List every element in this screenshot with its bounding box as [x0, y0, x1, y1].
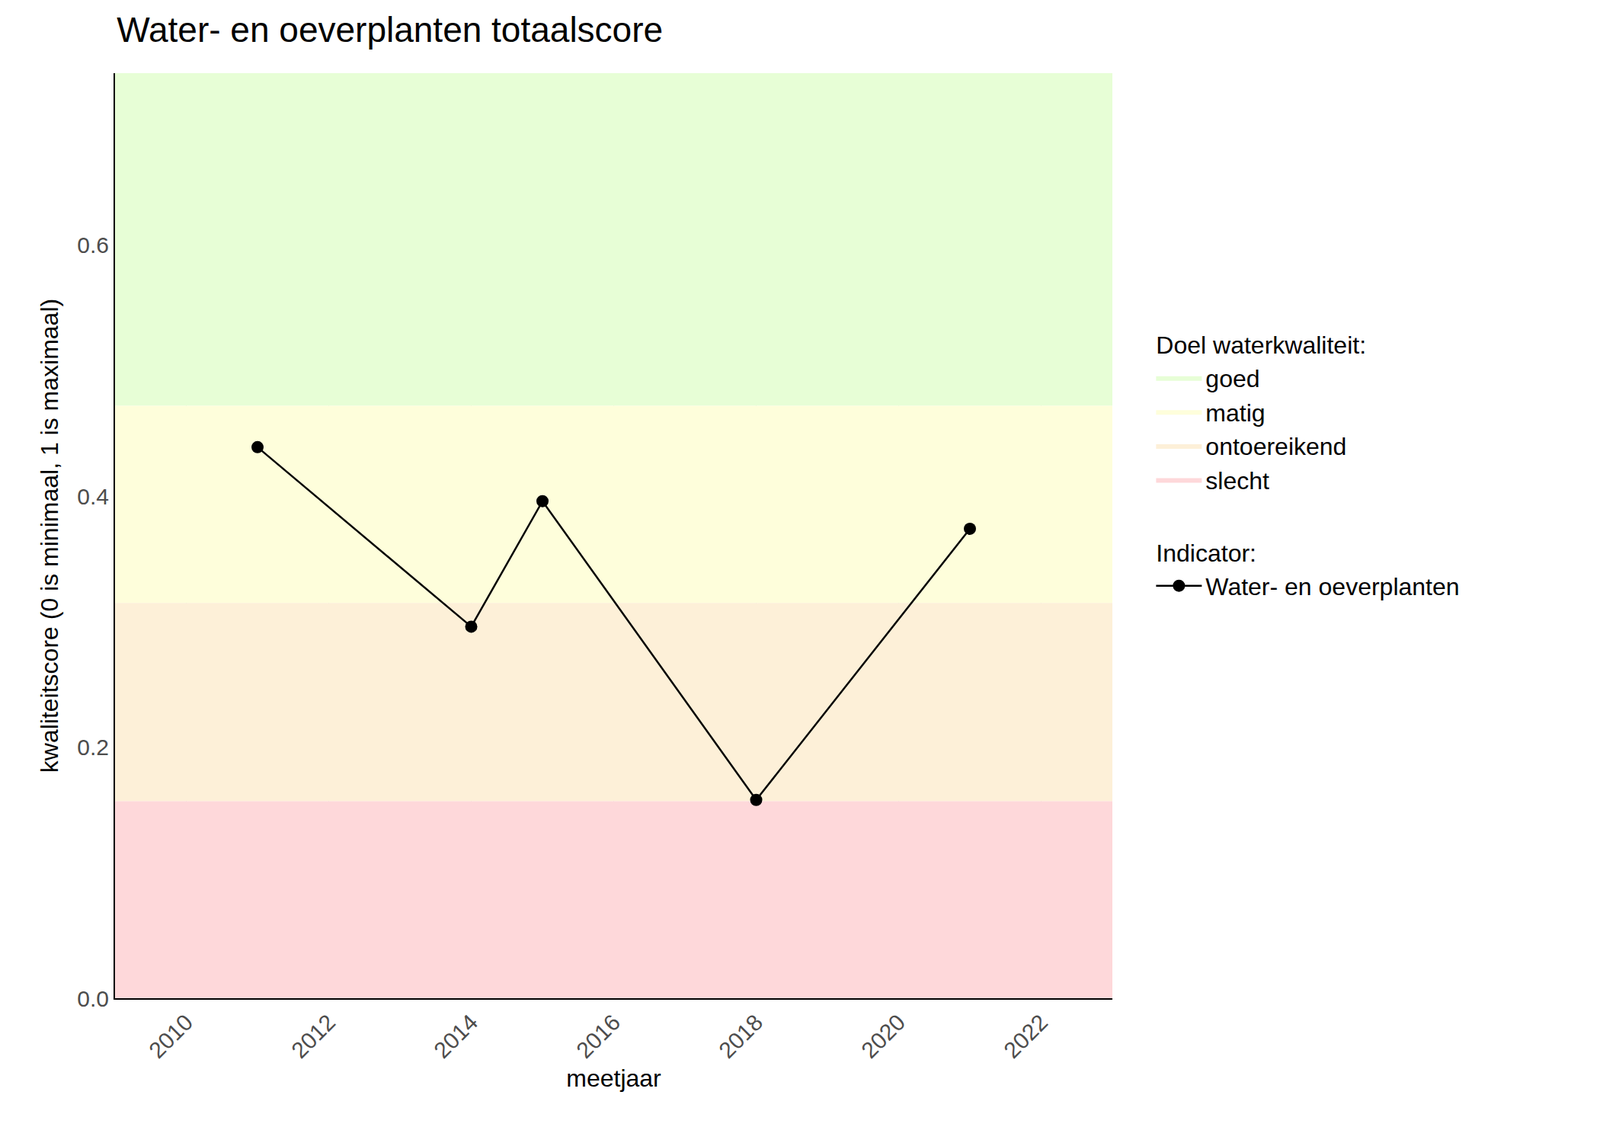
- svg-text:goed: goed: [1205, 364, 1260, 393]
- svg-text:kwaliteitscore (0 is minimaal,: kwaliteitscore (0 is minimaal, 1 is maxi…: [35, 298, 64, 773]
- svg-text:2010: 2010: [144, 1009, 199, 1064]
- svg-text:2022: 2022: [998, 1009, 1053, 1064]
- svg-text:matig: matig: [1205, 399, 1265, 427]
- svg-text:ontoereikend: ontoereikend: [1205, 432, 1347, 461]
- svg-text:0.0: 0.0: [76, 985, 109, 1012]
- svg-text:2018: 2018: [713, 1009, 768, 1064]
- svg-text:0.6: 0.6: [76, 232, 109, 258]
- svg-text:Water- en oeverplanten: Water- en oeverplanten: [1205, 572, 1460, 601]
- svg-text:2020: 2020: [856, 1009, 911, 1064]
- svg-text:Indicator:: Indicator:: [1155, 539, 1257, 567]
- svg-text:meetjaar: meetjaar: [566, 1064, 662, 1092]
- svg-text:slecht: slecht: [1205, 467, 1270, 495]
- svg-text:2014: 2014: [428, 1009, 484, 1064]
- svg-text:Doel waterkwaliteit:: Doel waterkwaliteit:: [1155, 331, 1367, 359]
- svg-text:Water- en oeverplanten totaals: Water- en oeverplanten totaalscore: [116, 9, 663, 50]
- svg-text:0.2: 0.2: [76, 734, 109, 760]
- svg-text:2012: 2012: [286, 1009, 341, 1064]
- svg-text:2016: 2016: [571, 1009, 626, 1064]
- svg-text:0.4: 0.4: [76, 483, 109, 509]
